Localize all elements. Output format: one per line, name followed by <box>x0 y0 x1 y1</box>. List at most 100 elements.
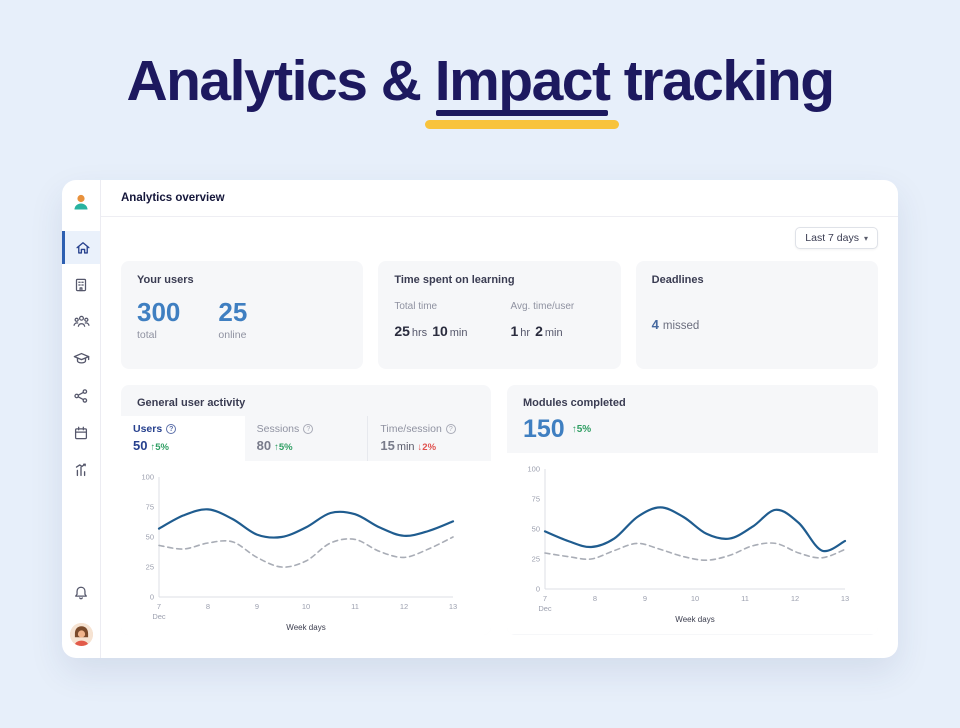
deadlines-label: missed <box>662 320 700 332</box>
tab-delta: ↑5% <box>150 442 169 453</box>
activity-chart: 100 75 50 25 0 7 Dec 8 9 10 11 12 13 Week days <box>121 461 491 635</box>
period-label: Last 7 days <box>805 232 859 244</box>
svg-text:50: 50 <box>146 533 154 542</box>
bar-chart-icon <box>75 463 86 476</box>
modules-value-row: 150 ↑5% <box>507 416 878 453</box>
tab-value: 15 <box>380 438 395 453</box>
tab-label: Sessions <box>256 423 300 435</box>
logo-person-icon <box>74 194 88 210</box>
stat-card-title: Time spent on learning <box>394 274 515 286</box>
users-group-icon <box>72 315 90 327</box>
svg-text:75: 75 <box>146 503 154 512</box>
deadlines-value-row: 4 missed <box>652 317 862 332</box>
home-icon <box>75 241 90 254</box>
total-time-value: 25 hrs 10 min <box>394 323 468 339</box>
graduation-cap-icon <box>73 352 89 364</box>
modules-value: 150 <box>523 415 565 443</box>
users-total: 300 total <box>137 297 181 341</box>
page-title: Analytics & Impact tracking <box>0 49 960 129</box>
charts-row: General user activity Users? 50 ↑5% Sessi… <box>121 385 878 635</box>
learning-time-columns: Total time 25 hrs 10 min Avg. time/user 1 hr… <box>394 301 604 339</box>
activity-tabs: Users? 50 ↑5% Sessions? 80 ↑5% Time/sessio… <box>121 416 491 461</box>
stat-card-users: Your users 300 total 25 online <box>121 261 364 369</box>
app-logo[interactable] <box>68 189 94 215</box>
svg-text:0: 0 <box>536 585 540 594</box>
title-part-1: Analytics & <box>126 49 435 113</box>
building-icon <box>75 278 87 291</box>
share-network-icon <box>74 388 88 403</box>
sidebar-item-courses[interactable] <box>62 342 100 375</box>
users-total-value: 300 <box>137 297 181 327</box>
users-total-label: total <box>137 328 157 341</box>
stats-row: Your users 300 total 25 online <box>121 261 878 369</box>
calendar-icon <box>74 426 88 439</box>
content: Last 7 days ▾ Your users 300 total <box>101 217 898 658</box>
chevron-down-icon: ▾ <box>863 233 868 243</box>
sidebar-item-calendar[interactable] <box>62 416 100 449</box>
avg-time-value: 1 hr 2 min <box>510 323 563 339</box>
svg-text:100: 100 <box>527 465 540 474</box>
main-area: Analytics overview Last 7 days ▾ Your us… <box>101 180 898 658</box>
total-time-label: Total time <box>394 301 438 312</box>
avg-time-column: Avg. time/user 1 hr 2 min <box>511 301 575 339</box>
modules-card-title: Modules completed <box>523 397 626 409</box>
tab-sessions[interactable]: Sessions? 80 ↑5% <box>245 416 369 461</box>
tab-time-session[interactable]: Time/session? 15 min ↓2% <box>368 416 491 461</box>
svg-text:0: 0 <box>150 593 154 602</box>
bell-icon <box>75 586 87 599</box>
svg-text:Week days: Week days <box>675 615 714 624</box>
svg-text:13: 13 <box>449 602 457 611</box>
title-part-2: tracking <box>609 49 835 113</box>
users-online-label: online <box>218 328 247 341</box>
notifications-button[interactable] <box>70 576 93 609</box>
sidebar-bottom <box>69 574 93 646</box>
users-online: 25 online <box>218 297 248 341</box>
page-header: Analytics overview <box>121 192 225 204</box>
help-icon: ? <box>166 424 177 434</box>
toolbar-row: Last 7 days ▾ <box>121 227 878 249</box>
modules-chart: 100 75 50 25 0 7 Dec 8 9 10 11 12 13 Week days <box>507 453 878 634</box>
avatar-face-icon <box>69 623 93 646</box>
svg-text:8: 8 <box>593 594 597 603</box>
svg-text:9: 9 <box>643 594 647 603</box>
sidebar-item-organization[interactable] <box>62 268 100 301</box>
svg-text:9: 9 <box>255 602 259 611</box>
sidebar-item-stats[interactable] <box>62 453 100 486</box>
svg-text:12: 12 <box>791 594 799 603</box>
svg-text:12: 12 <box>400 602 408 611</box>
svg-text:100: 100 <box>141 473 154 482</box>
modules-delta: ↑5% <box>571 424 592 435</box>
svg-text:Dec: Dec <box>538 604 552 613</box>
svg-text:Week days: Week days <box>286 623 325 632</box>
users-online-value: 25 <box>218 297 248 327</box>
avg-time-label: Avg. time/user <box>510 301 575 312</box>
svg-text:11: 11 <box>351 602 359 611</box>
help-icon: ? <box>445 424 456 434</box>
sidebar-item-home[interactable] <box>62 231 100 264</box>
profile-avatar[interactable] <box>69 623 93 646</box>
users-numbers: 300 total 25 online <box>137 297 347 341</box>
tab-unit: min <box>396 441 415 453</box>
sidebar <box>62 180 101 658</box>
dashboard-window: Analytics overview Last 7 days ▾ Your us… <box>62 180 898 658</box>
sidebar-item-share[interactable] <box>62 379 100 412</box>
period-selector[interactable]: Last 7 days ▾ <box>795 227 878 249</box>
stat-card-deadlines: Deadlines 4 missed <box>635 261 878 369</box>
svg-text:75: 75 <box>532 495 540 504</box>
svg-text:25: 25 <box>532 555 540 564</box>
tab-label: Users <box>133 423 163 435</box>
activity-chart-card: General user activity Users? 50 ↑5% Sessi… <box>121 385 491 635</box>
topbar: Analytics overview <box>101 180 898 217</box>
sidebar-item-team[interactable] <box>62 305 100 338</box>
svg-text:10: 10 <box>302 602 310 611</box>
tab-users[interactable]: Users? 50 ↑5% <box>121 416 245 461</box>
svg-text:Dec: Dec <box>152 612 166 621</box>
stat-card-title: Your users <box>137 274 194 286</box>
svg-text:25: 25 <box>146 563 154 572</box>
tab-delta: ↑5% <box>274 442 293 453</box>
deadlines-value: 4 <box>651 317 659 332</box>
svg-text:7: 7 <box>543 594 547 603</box>
